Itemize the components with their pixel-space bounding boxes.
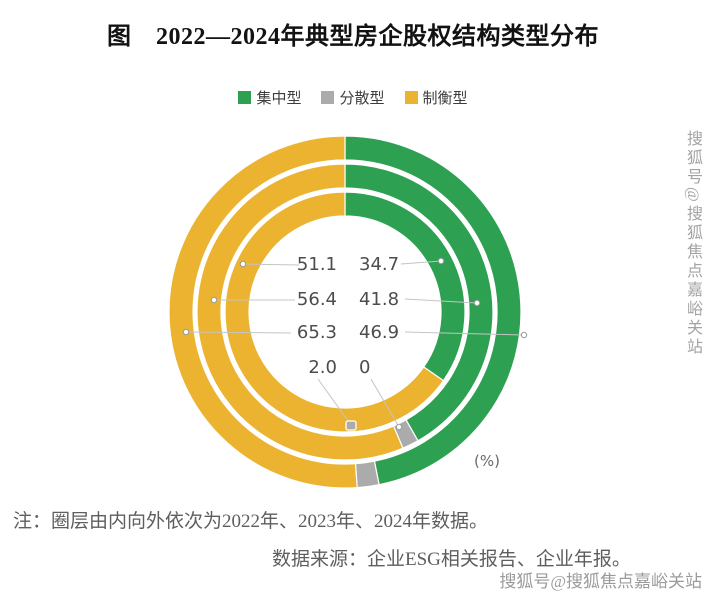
legend-item-balanced: 制衡型 [404, 87, 468, 108]
note-text: 注：圈层由内向外依次为2022年、2023年、2024年数据。 [13, 511, 489, 532]
source-text: 数据来源：企业ESG相关报告、企业年报。 [272, 549, 631, 570]
leader-dot [473, 299, 481, 307]
balanced-value-2023: 56.4 [296, 289, 337, 310]
legend-swatch [321, 91, 335, 104]
leader-dot [437, 257, 445, 265]
leader-line [404, 331, 525, 336]
concentrated-value-2022: 34.7 [359, 254, 400, 275]
dispersed-value-zero: 0 [359, 357, 371, 378]
leader-line [185, 331, 292, 334]
legend-item-concentrated: 集中型 [238, 87, 301, 108]
watermark-vertical: 搜狐号@搜狐焦点嘉峪关站 [684, 130, 701, 357]
value-row: 56.4 41.8 [281, 289, 415, 311]
ring-2023-segment-制衡型 [196, 163, 404, 461]
legend-item-dispersed: 分散型 [321, 87, 385, 108]
leader-line [404, 298, 478, 304]
ring-2024-segment-分散型 [354, 460, 380, 489]
leader-dot [182, 328, 190, 336]
leader-dot [239, 260, 247, 268]
dispersed-marker-square [345, 420, 357, 431]
legend: 集中型 分散型 制衡型 [0, 87, 706, 108]
leader-dot [520, 331, 528, 339]
concentrated-value-2023: 41.8 [359, 289, 400, 310]
value-row: 51.1 34.7 [281, 254, 415, 276]
ring-2022-segment-制衡型 [224, 191, 445, 433]
leader-line [400, 260, 442, 265]
legend-label: 分散型 [339, 91, 385, 107]
chart-title: 图 2022—2024年典型房企股权结构类型分布 [107, 24, 599, 50]
legend-swatch [404, 91, 418, 104]
legend-label: 制衡型 [422, 91, 468, 107]
leader-dot [395, 423, 403, 431]
legend-label: 集中型 [256, 91, 302, 107]
balanced-value-2022: 65.3 [296, 322, 337, 343]
legend-swatch [238, 91, 252, 104]
ring-2024-segment-制衡型 [168, 135, 358, 489]
balanced-value-2024: 51.1 [296, 254, 337, 275]
donut-chart-svg [168, 135, 528, 489]
watermark-horizontal: 搜狐号@搜狐焦点嘉峪关站 [499, 572, 702, 591]
leader-line [242, 263, 300, 266]
concentrated-value-2024: 46.9 [359, 322, 400, 343]
leader-line [370, 378, 400, 428]
leader-dot [210, 296, 218, 304]
percent-unit-label: (%) [474, 452, 500, 470]
value-row: 65.3 46.9 [281, 322, 415, 344]
dispersed-value: 2.0 [308, 357, 337, 378]
leader-line [317, 378, 352, 426]
value-row: 2.0 0 [281, 357, 415, 379]
